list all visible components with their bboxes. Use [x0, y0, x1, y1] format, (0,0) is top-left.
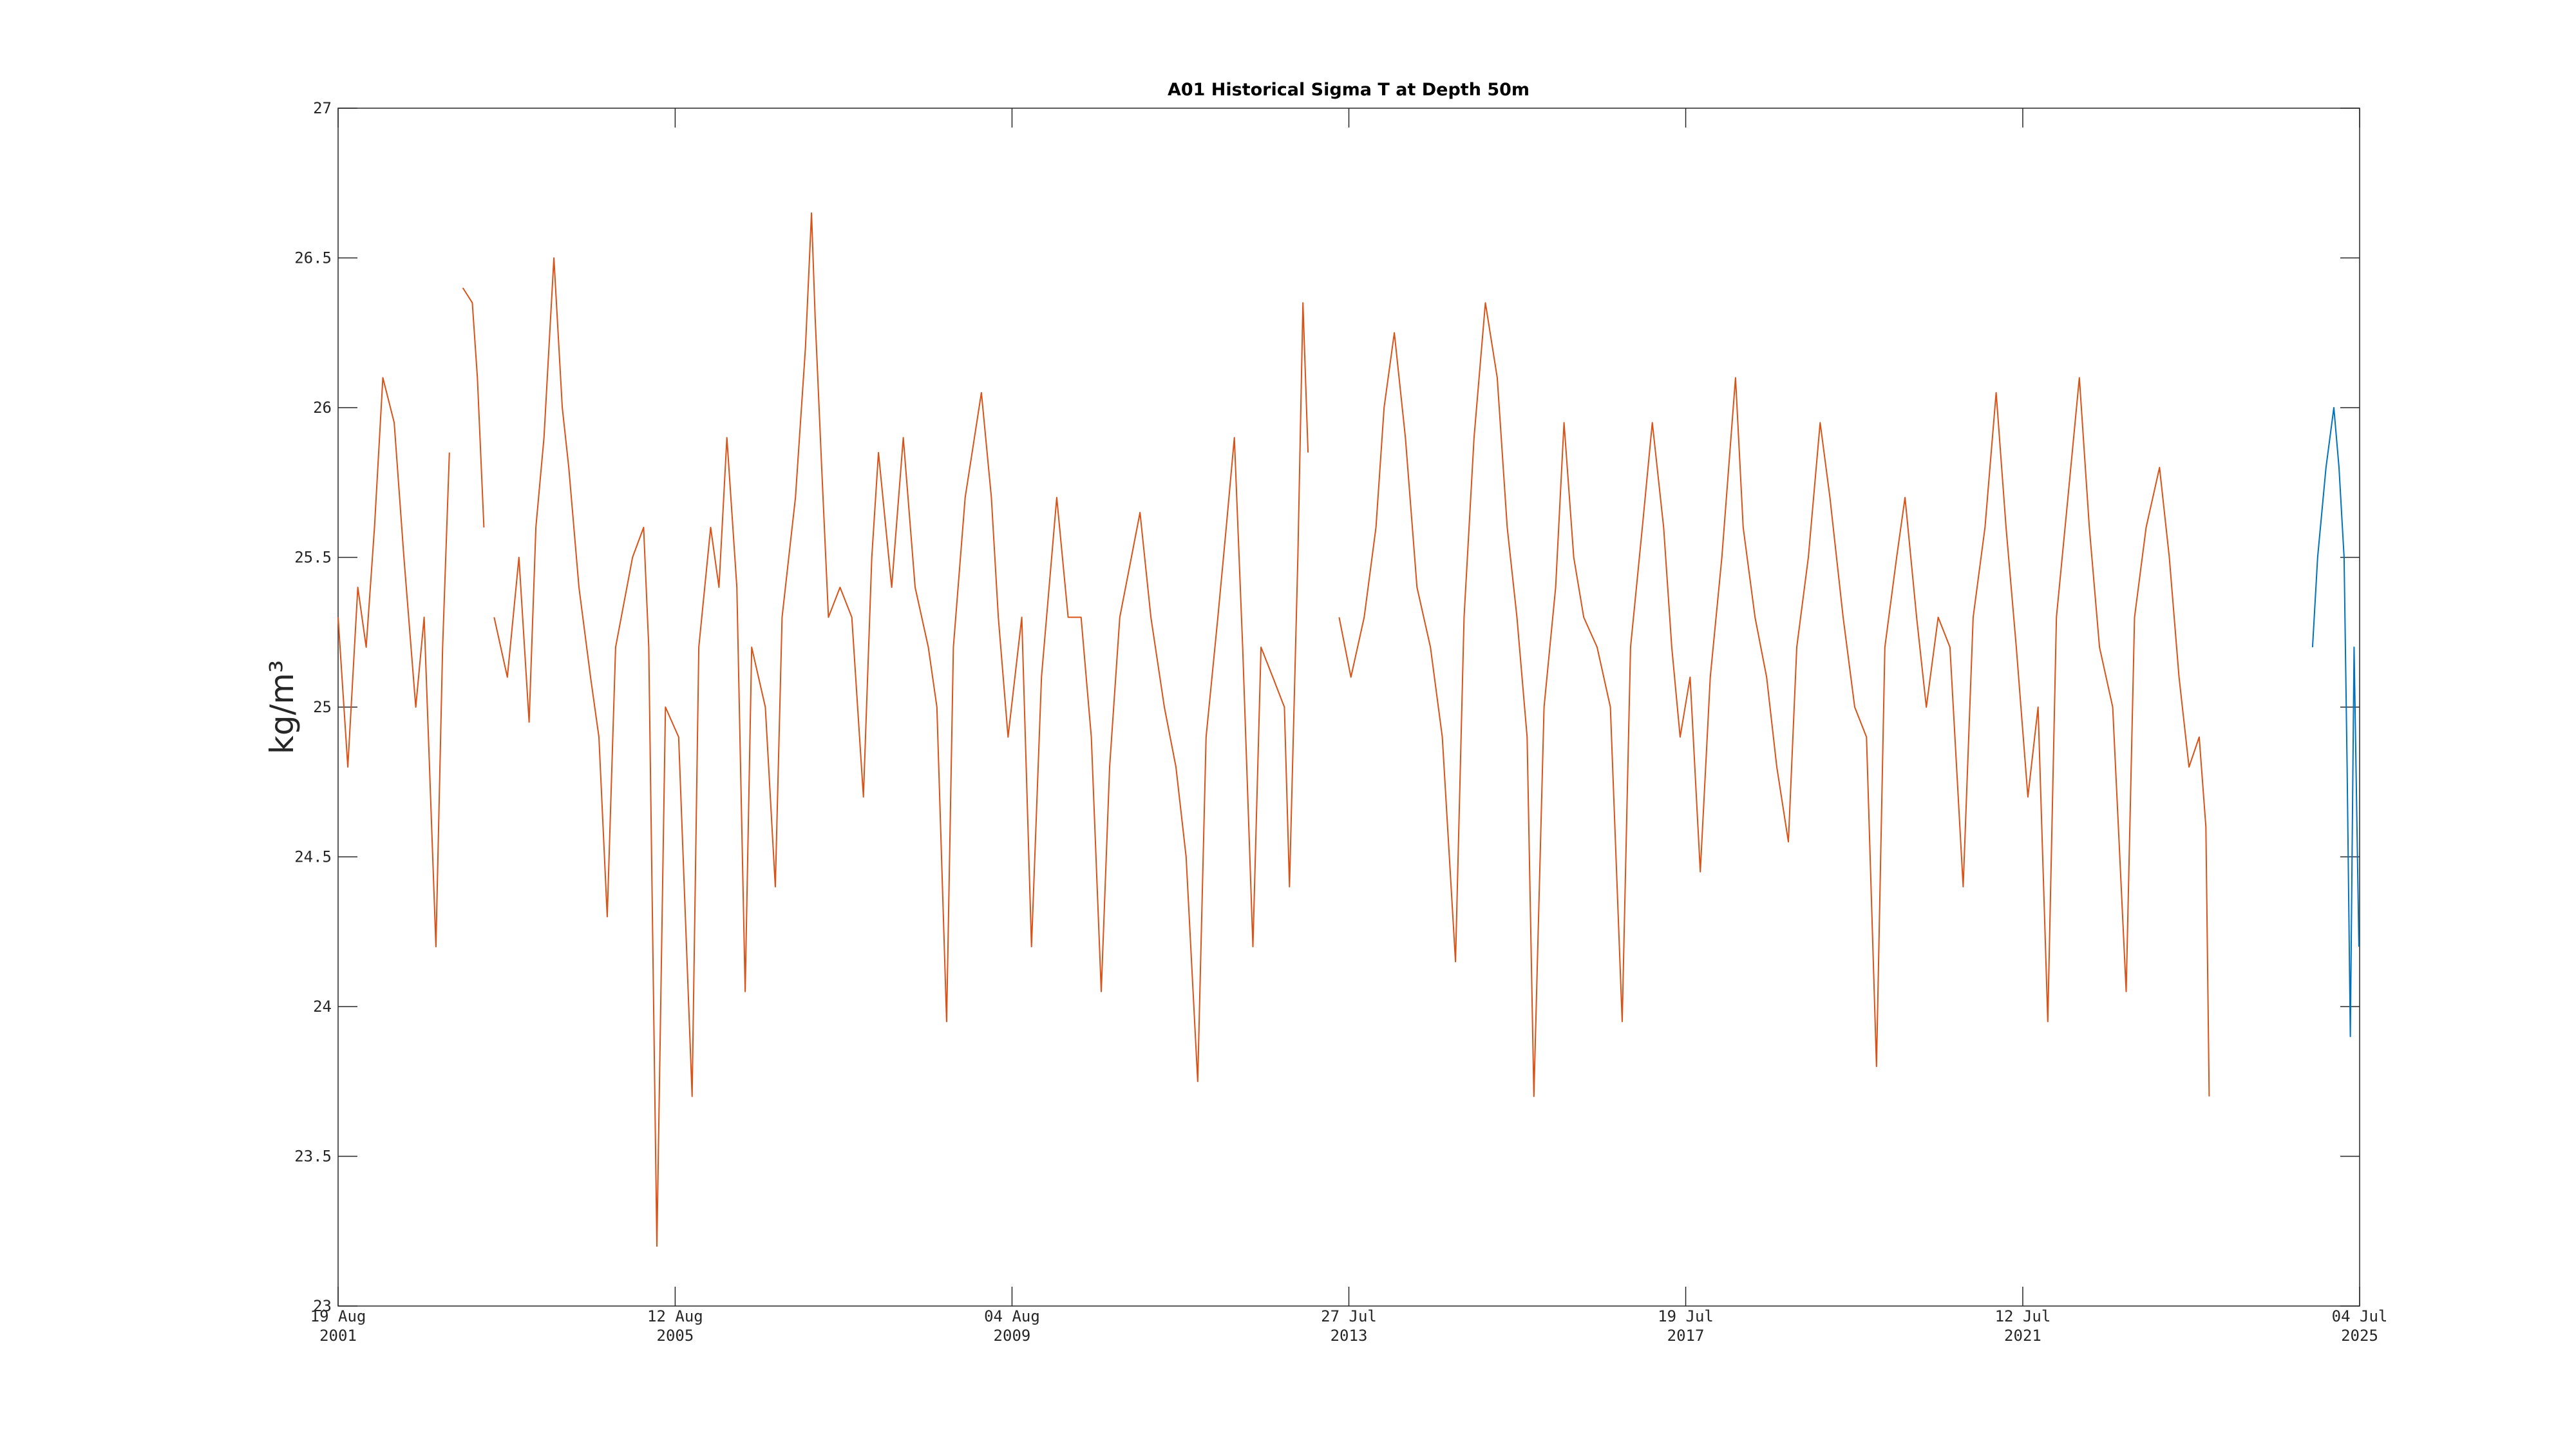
- y-tick-label: 24: [313, 998, 332, 1016]
- y-tick-label: 26.5: [294, 249, 332, 267]
- data-line: [2311, 407, 2360, 1037]
- x-tick-label: 04 Aug: [984, 1307, 1040, 1325]
- y-tick-label: 23.5: [294, 1148, 332, 1166]
- x-tick-label: 2009: [994, 1327, 1031, 1345]
- y-tick-label: 26: [313, 399, 332, 417]
- x-tick-label: 27 Jul: [1321, 1307, 1377, 1325]
- x-tick-label: 19 Jul: [1658, 1307, 1714, 1325]
- x-tick-label: 2005: [657, 1327, 694, 1345]
- y-tick-label: 23: [313, 1297, 332, 1315]
- x-tick-label: 2017: [1667, 1327, 1705, 1345]
- y-axis-label: kg/m³: [263, 660, 301, 754]
- x-tick-label: 2025: [2341, 1327, 2378, 1345]
- y-tick-label: 27: [313, 99, 332, 117]
- y-tick-label: 25: [313, 698, 332, 716]
- data-line: [337, 212, 2210, 1247]
- y-tick-label: 25.5: [294, 549, 332, 567]
- y-tick-label: 24.5: [294, 848, 332, 866]
- plot-frame: [337, 108, 2360, 1307]
- x-tick-label: 2021: [2004, 1327, 2041, 1345]
- x-tick-label: 2001: [319, 1327, 357, 1345]
- x-tick-label: 2013: [1331, 1327, 1368, 1345]
- x-tick-label: 19 Aug: [310, 1307, 366, 1325]
- x-tick-label: 12 Aug: [647, 1307, 703, 1325]
- x-tick-label: 04 Jul: [2332, 1307, 2388, 1325]
- chart-title: A01 Historical Sigma T at Depth 50m: [1168, 80, 1530, 100]
- x-tick-label: 12 Jul: [1995, 1307, 2051, 1325]
